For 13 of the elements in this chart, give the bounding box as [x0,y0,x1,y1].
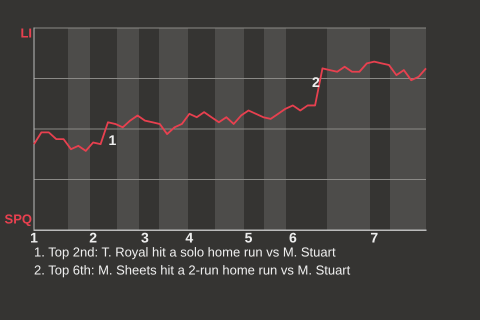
x-tick-label: 1 [30,229,38,246]
x-tick-label: 4 [185,229,194,246]
text: 2. Top 6th: M. Sheets hit a 2-run home run vs M. Stuart [34,262,351,278]
text: LI [20,26,32,41]
x-tick-label: 5 [244,229,253,246]
text: SPQ [4,212,32,227]
x-tick-label: 3 [141,229,150,246]
x-tick-label: 7 [370,229,378,246]
annotation: 2 [312,74,320,90]
text: 1. Top 2nd: T. Royal hit a solo home run vs M. Stuart [34,244,336,260]
annotation: 1 [108,132,116,148]
x-tick-label: 2 [89,229,98,246]
x-tick-label: 6 [288,229,297,246]
